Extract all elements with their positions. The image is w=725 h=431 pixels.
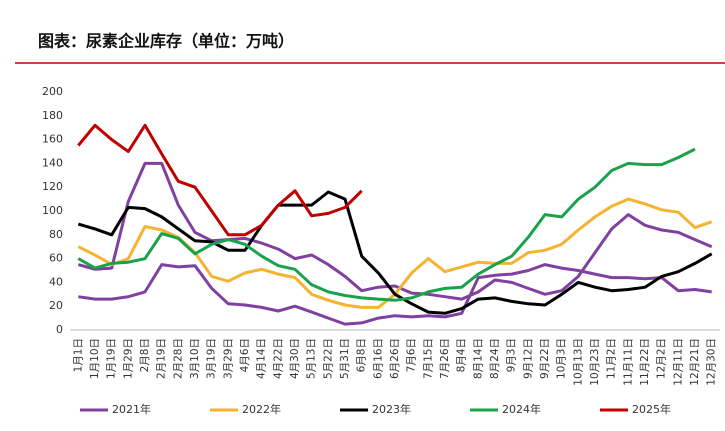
x-tick-label: 12月11日: [672, 338, 684, 386]
y-tick-label: 60: [49, 252, 63, 265]
x-tick-label: 10月3日: [556, 338, 568, 379]
y-tick-label: 180: [42, 109, 63, 122]
y-tick-label: 200: [42, 85, 63, 98]
legend-label: 2022年: [242, 402, 281, 416]
y-tick-label: 140: [42, 156, 63, 169]
x-tick-label: 3月10日: [189, 338, 201, 379]
x-tick-label: 7月26日: [439, 338, 451, 379]
series-line: [77, 147, 696, 302]
series-line: [77, 190, 713, 315]
chart-title: 图表：尿素企业库存（单位：万吨）: [38, 32, 294, 51]
x-tick-label: 3月29日: [222, 338, 234, 379]
x-tick-label: 5月22日: [322, 338, 334, 379]
x-tick-label: 3月19日: [206, 338, 218, 379]
x-tick-label: 8月14日: [472, 338, 484, 379]
x-tick-label: 4月6日: [239, 338, 251, 372]
y-tick-label: 120: [42, 180, 63, 193]
x-tick-label: 12月21日: [689, 338, 701, 386]
y-tick-label: 80: [49, 228, 63, 241]
x-tick-label: 2月19日: [156, 338, 168, 379]
legend-label: 2024年: [502, 402, 541, 416]
x-tick-label: 12月2日: [656, 338, 668, 379]
y-tick-label: 20: [49, 299, 63, 312]
x-tick-label: 8月24日: [489, 338, 501, 379]
x-tick-label: 5月13日: [306, 338, 318, 379]
x-tick-label: 1月10日: [89, 338, 101, 379]
x-tick-label: 11月22日: [639, 338, 651, 386]
y-tick-label: 160: [42, 133, 63, 146]
x-tick-label: 1月29日: [122, 338, 134, 379]
series-line: [78, 263, 712, 326]
x-tick-label: 6月26日: [389, 338, 401, 379]
series-line: [77, 161, 713, 301]
x-tick-label: 6月8日: [356, 338, 368, 372]
x-tick-label: 11月11日: [622, 338, 634, 386]
x-tick-label: 7月15日: [422, 338, 434, 379]
x-tick-label: 4月14日: [256, 338, 268, 379]
series-line: [77, 123, 363, 237]
x-tick-label: 1月19日: [106, 338, 118, 379]
x-tick-label: 1月1日: [72, 338, 84, 372]
x-tick-label: 10月23日: [589, 338, 601, 386]
x-tick-label: 9月22日: [539, 338, 551, 379]
x-tick-label: 4月22日: [272, 338, 284, 379]
x-tick-label: 9月12日: [522, 338, 534, 379]
x-tick-label: 6月16日: [372, 338, 384, 379]
y-tick-label: 40: [49, 275, 63, 288]
legend-label: 2025年: [632, 402, 671, 416]
x-tick-label: 9月3日: [506, 338, 518, 372]
legend-label: 2023年: [372, 402, 411, 416]
x-tick-label: 2月28日: [172, 338, 184, 379]
x-tick-label: 12月30日: [706, 338, 718, 386]
x-tick-label: 10月13日: [572, 338, 584, 386]
x-tick-label: 11月2日: [606, 338, 618, 379]
x-tick-label: 7月6日: [406, 338, 418, 372]
x-tick-label: 5月31日: [339, 338, 351, 379]
y-tick-label: 100: [42, 204, 63, 217]
x-tick-label: 8月4日: [456, 338, 468, 372]
legend-label: 2021年: [112, 402, 151, 416]
x-tick-label: 2月8日: [139, 338, 151, 372]
y-tick-label: 0: [56, 323, 63, 336]
x-tick-label: 4月30日: [289, 338, 301, 379]
